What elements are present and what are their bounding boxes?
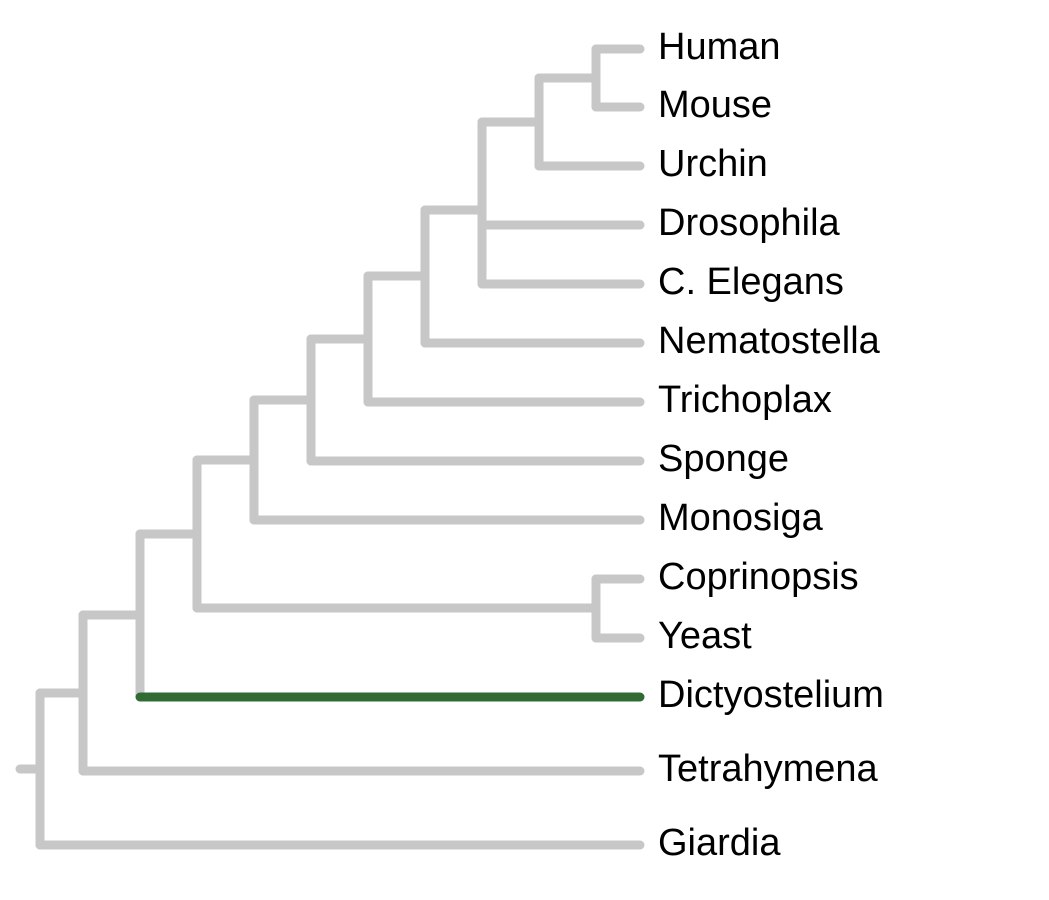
taxon-label: Tetrahymena <box>658 748 879 790</box>
taxon-label: C. Elegans <box>658 261 844 303</box>
taxon-label: Sponge <box>658 438 789 480</box>
taxon-label: Giardia <box>658 822 781 864</box>
phylogenetic-tree: Human Mouse Urchin Drosophila C. Elegans Nema… <box>0 0 1049 900</box>
taxon-label: Mouse <box>658 84 772 126</box>
taxon-label: Human <box>658 26 781 68</box>
taxon-label: Trichoplax <box>658 379 832 421</box>
taxon-label: Urchin <box>658 143 768 185</box>
taxon-label: Nematostella <box>658 320 881 362</box>
taxon-label: Drosophila <box>658 202 841 244</box>
taxon-label: Coprinopsis <box>658 556 859 598</box>
taxon-label: Monosiga <box>658 497 824 539</box>
taxon-label: Dictyostelium <box>658 674 884 716</box>
taxon-label: Yeast <box>658 615 752 657</box>
